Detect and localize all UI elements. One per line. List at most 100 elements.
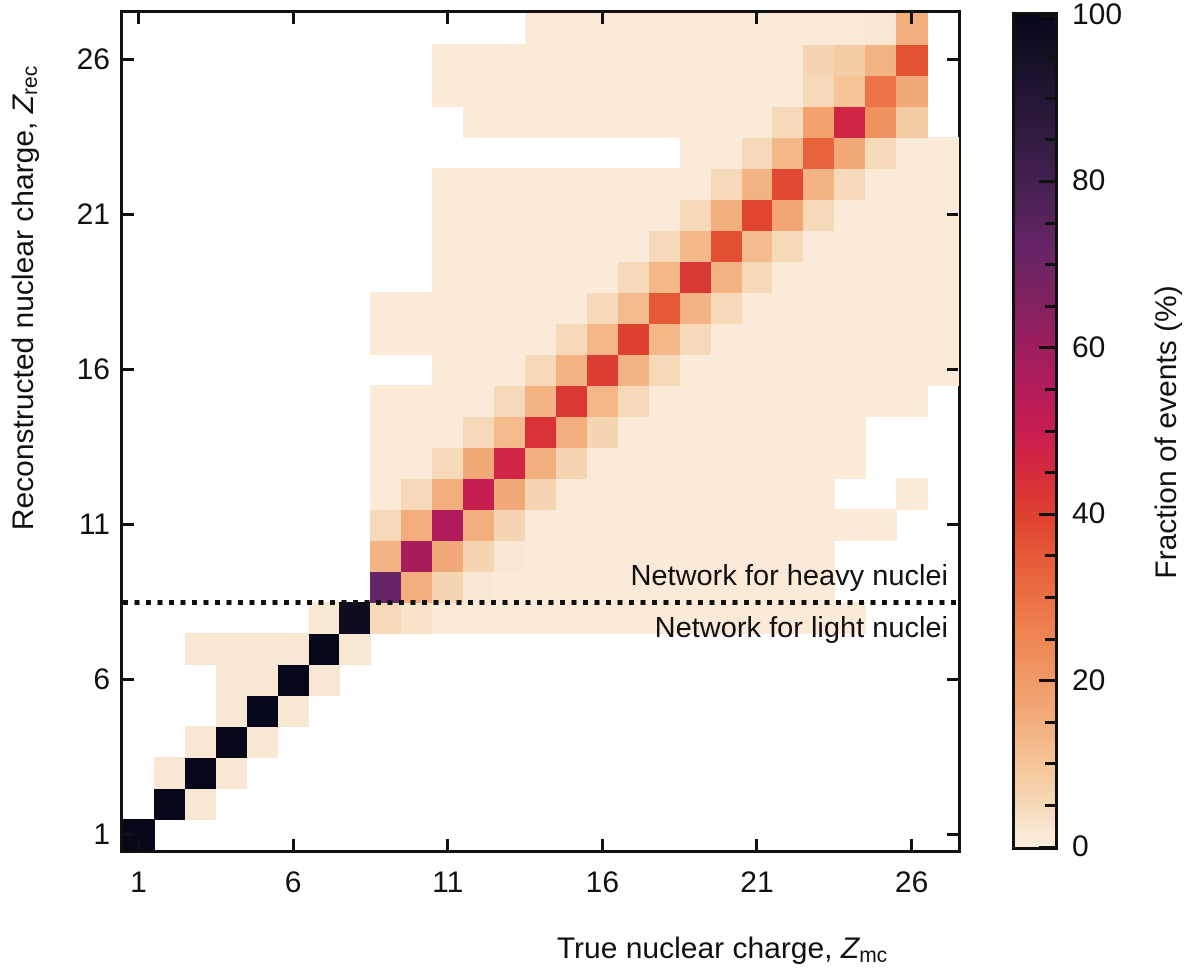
heatmap-cell [679, 540, 712, 572]
heatmap-cell [834, 261, 866, 293]
heatmap-cell [834, 75, 866, 107]
heatmap-cell [803, 540, 835, 572]
heatmap-cell [772, 478, 805, 510]
heatmap-cell [927, 261, 959, 293]
colorbar-tick [1045, 96, 1055, 100]
heatmap-cell [803, 106, 835, 138]
heatmap-cell [865, 323, 897, 355]
axis-tick [755, 13, 759, 24]
heatmap-cell [927, 292, 959, 324]
axis-tick [947, 678, 958, 681]
heatmap-cell [246, 664, 279, 696]
heatmap-cell [772, 571, 805, 603]
heatmap-cell [803, 261, 835, 293]
colorbar-tick-label: 0 [1072, 830, 1089, 863]
heatmap-cell [648, 447, 681, 479]
heatmap-cell [896, 75, 928, 107]
heatmap-cell [865, 13, 897, 45]
heatmap-cell [710, 354, 743, 386]
heatmap-cell [741, 571, 774, 603]
heatmap-cell [617, 168, 650, 200]
heatmap-cell [555, 199, 588, 231]
heatmap-cell [617, 230, 650, 262]
heatmap-cell [308, 602, 341, 634]
heatmap-cell [679, 137, 712, 169]
heatmap-cell [679, 509, 712, 541]
heatmap-cell [617, 602, 650, 634]
heatmap-cell [339, 602, 372, 634]
heatmap-cell [741, 292, 774, 324]
heatmap-cell [401, 447, 433, 479]
heatmap-cell [401, 323, 433, 355]
heatmap-cell [865, 385, 897, 417]
heatmap-cell [834, 509, 866, 541]
colorbar-tick [1045, 471, 1055, 475]
heatmap-cell [648, 354, 681, 386]
colorbar-tick [1045, 138, 1055, 142]
y-tick-label: 11 [78, 507, 110, 541]
heatmap-cell [710, 385, 743, 417]
heatmap-cell [710, 602, 743, 634]
colorbar-tick-label: 60 [1072, 330, 1106, 364]
axis-tick [291, 13, 295, 24]
axis-tick [136, 839, 140, 850]
heatmap-cell [215, 695, 248, 727]
heatmap-cell [370, 509, 403, 541]
heatmap-cell [741, 261, 774, 293]
heatmap-cell [586, 199, 619, 231]
heatmap-cell [617, 354, 650, 386]
colorbar-tick [1045, 387, 1055, 391]
heatmap-cell [772, 385, 805, 417]
heatmap-cell [463, 385, 495, 417]
heatmap-cell [246, 695, 279, 727]
heatmap-cell [617, 540, 650, 572]
heatmap-cell [834, 602, 866, 634]
heatmap-cell [927, 230, 959, 262]
heatmap-cell [370, 323, 403, 355]
heatmap-cell [648, 230, 681, 262]
heatmap-cell [586, 230, 619, 262]
heatmap-cell [586, 540, 619, 572]
heatmap-cell [710, 13, 743, 45]
x-axis-title: True nuclear charge, Zmc [502, 932, 942, 967]
heatmap-cell [494, 385, 526, 417]
heatmap-cell [586, 602, 619, 634]
heatmap-cell [463, 75, 495, 107]
heatmap-cell [494, 44, 526, 76]
heatmap-cell [803, 199, 835, 231]
colorbar-tick [1045, 595, 1055, 599]
x-tick-label: 6 [284, 866, 302, 899]
heatmap-cell [215, 757, 248, 789]
heatmap-cell [494, 447, 526, 479]
heatmap-cell [432, 447, 464, 479]
heatmap-cell [741, 230, 774, 262]
heatmap-cell [494, 540, 526, 572]
heatmap-cell [834, 199, 866, 231]
heatmap-cell [494, 323, 526, 355]
heatmap-cell [246, 726, 279, 758]
heatmap-cell [772, 354, 805, 386]
heatmap-cell [679, 199, 712, 231]
heatmap-cell [741, 602, 774, 634]
heatmap-cell [710, 44, 743, 76]
heatmap-cell [525, 261, 557, 293]
heatmap-cell [803, 137, 835, 169]
heatmap-cell [803, 447, 835, 479]
colorbar-tick [1045, 720, 1055, 724]
heatmap-cell [710, 106, 743, 138]
heatmap-cell [741, 416, 774, 448]
heatmap-cell [463, 416, 495, 448]
heatmap-cell [586, 261, 619, 293]
heatmap-cell [648, 602, 681, 634]
heatmap-cell [555, 478, 588, 510]
heatmap-cell [401, 571, 433, 603]
plot-area: Network for heavy nuclei Network for lig… [120, 10, 961, 853]
heatmap-cell [679, 230, 712, 262]
axis-tick [123, 523, 134, 526]
heatmap-cell [586, 44, 619, 76]
heatmap-cell [803, 230, 835, 262]
heatmap-cell [184, 726, 217, 758]
heatmap-cell [617, 478, 650, 510]
heatmap-cell [463, 354, 495, 386]
heatmap-cell [153, 757, 186, 789]
